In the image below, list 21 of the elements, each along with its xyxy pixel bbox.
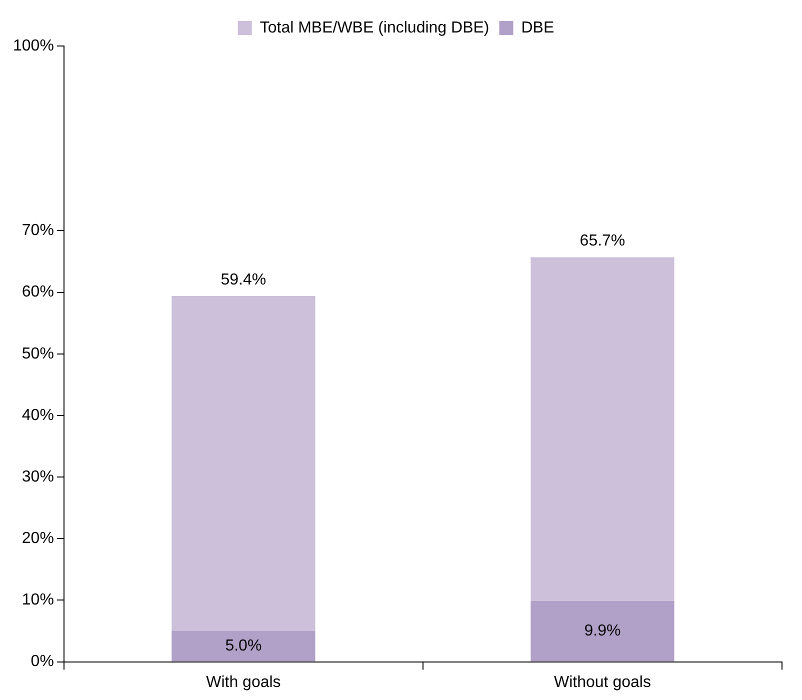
y-tick-label: 40% <box>22 406 54 424</box>
bar <box>172 296 316 632</box>
y-tick-label: 10% <box>22 592 54 609</box>
y-tick-label: 20% <box>22 530 54 548</box>
y-tick-label: 30% <box>22 468 54 486</box>
data-label: 5.0% <box>225 638 262 655</box>
y-tick-label: 50% <box>22 345 54 362</box>
bar <box>530 600 674 662</box>
y-tick-label: 60% <box>22 284 54 301</box>
x-tick-label: Without goals <box>554 674 651 691</box>
y-tick-label: 100% <box>13 37 54 54</box>
y-tick-label: 0% <box>30 653 54 670</box>
bar <box>172 631 316 662</box>
legend-label: DBE <box>521 19 554 36</box>
data-label: 9.9% <box>584 622 621 640</box>
x-tick-label: With goals <box>206 674 281 691</box>
legend-label: Total MBE/WBE (including DBE) <box>260 19 490 36</box>
total-label: 65.7% <box>580 232 626 250</box>
total-label: 59.4% <box>220 271 266 288</box>
bar <box>530 257 674 601</box>
y-tick-label: 70% <box>22 222 54 240</box>
